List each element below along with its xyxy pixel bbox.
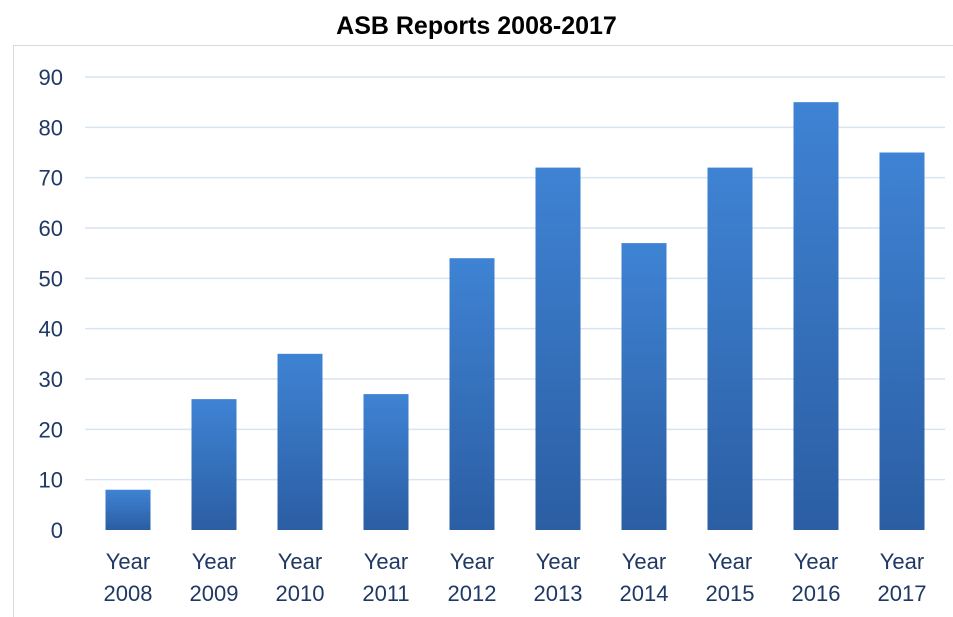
bar [707,167,753,530]
x-tick-label: Year 2013 [534,549,583,606]
bar [621,243,667,530]
chart-title: ASB Reports 2008-2017 [336,12,617,40]
bar [449,258,495,530]
x-axis-ticks: Year 2008 Year 2009 Year 2010 Year 2011 Year 2012… [104,549,927,606]
x-tick-label: Year 2014 [620,549,669,606]
x-tick-label: Year 2017 [878,549,927,606]
y-axis-ticks: 0 10 20 30 40 50 60 70 80 90 [39,65,63,543]
x-tick-label: Year 2012 [448,549,497,606]
y-tick-label: 60 [39,216,63,241]
bar [879,152,925,530]
x-tick-label: Year 2016 [792,549,841,606]
y-tick-label: 70 [39,166,63,191]
y-tick-label: 90 [39,65,63,90]
chart-frame [13,45,953,617]
bar [535,167,581,530]
x-tick-label: Year 2015 [706,549,755,606]
bar [363,394,409,530]
bar [277,353,323,530]
y-tick-label: 40 [39,317,63,342]
x-tick-label: Year 2010 [276,549,325,606]
y-tick-label: 10 [39,468,63,493]
x-tick-label: Year 2011 [362,549,409,606]
x-tick-label: Year 2009 [190,549,239,606]
y-tick-label: 30 [39,367,63,392]
y-tick-label: 0 [51,518,63,543]
y-tick-label: 50 [39,266,63,291]
bar [793,102,839,531]
bar [191,399,237,530]
x-tick-label: Year 2008 [104,549,153,606]
y-tick-label: 80 [39,115,63,140]
bar [105,489,151,530]
y-tick-label: 20 [39,417,63,442]
bars [105,102,925,531]
